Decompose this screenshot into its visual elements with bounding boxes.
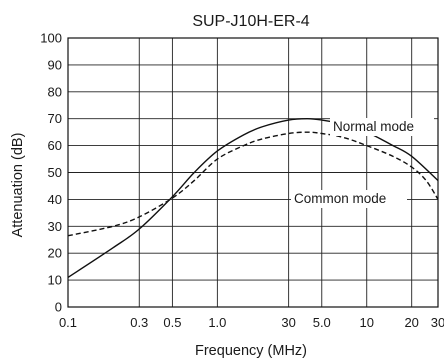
x-tick-label: 30: [431, 315, 444, 330]
y-tick-label: 20: [48, 246, 62, 261]
y-tick-label: 0: [55, 300, 62, 315]
annotations: Normal mode Common mode: [291, 118, 434, 208]
common-mode-line: [68, 131, 438, 237]
y-tick-label: 40: [48, 192, 62, 207]
y-tick-label: 100: [40, 31, 62, 46]
y-tick-label: 60: [48, 138, 62, 153]
data-lines: [68, 117, 438, 278]
x-axis-label: Frequency (MHz): [195, 343, 307, 359]
common-mode-label: Common mode: [294, 191, 386, 206]
x-tick-label: 30: [281, 315, 295, 330]
y-tick-label: 80: [48, 84, 62, 99]
x-tick-label: 10: [359, 315, 373, 330]
normal-mode-line: [68, 117, 438, 278]
x-tick-label: 0.5: [163, 315, 181, 330]
y-tick-label: 50: [48, 165, 62, 180]
annotation-background: [291, 190, 407, 208]
tick-labels: 0 10 20 30 40 50 60 70 80 90 100 0.1 0.3 0.5 1.0 30 5.0 1…: [40, 31, 444, 331]
y-tick-label: 30: [48, 219, 62, 234]
annotation-background: [330, 118, 434, 136]
y-tick-label: 90: [48, 57, 62, 72]
plot-grid: [68, 38, 438, 307]
y-tick-label: 70: [48, 111, 62, 126]
plot-frame: [67, 37, 439, 308]
x-tick-label: 5.0: [313, 315, 331, 330]
x-tick-label: 20: [404, 315, 418, 330]
chart-title: SUP-J10H-ER-4: [192, 13, 309, 30]
y-tick-label: 10: [48, 273, 62, 288]
x-tick-label: 1.0: [208, 315, 226, 330]
y-axis-label: Attenuation (dB): [10, 133, 26, 238]
normal-mode-label: Normal mode: [333, 119, 414, 134]
x-tick-label: 0.1: [59, 315, 77, 330]
x-tick-label: 0.3: [130, 315, 148, 330]
